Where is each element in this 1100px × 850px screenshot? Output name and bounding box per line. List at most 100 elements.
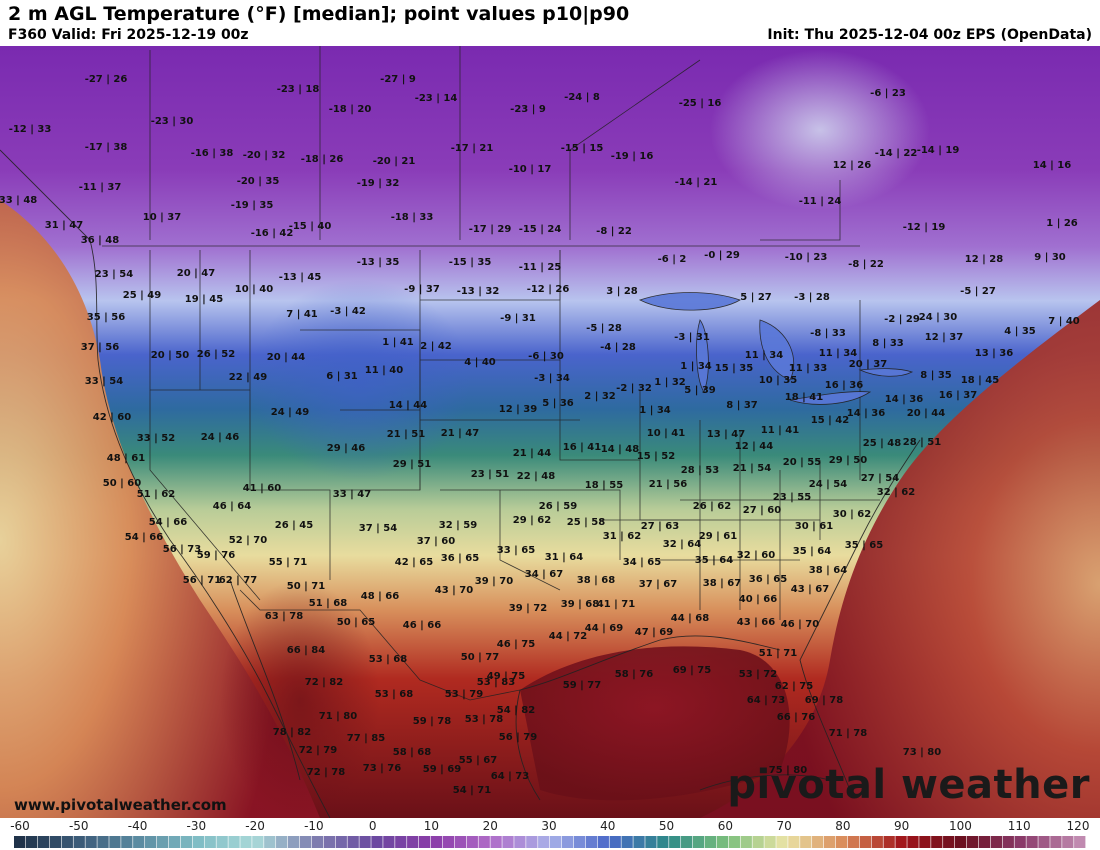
colorbar-segment xyxy=(859,836,871,848)
point-value: 55 | 71 xyxy=(269,557,307,568)
point-value: 66 | 84 xyxy=(287,645,325,656)
colorbar-segment xyxy=(133,836,145,848)
point-value: 11 | 40 xyxy=(365,365,403,376)
point-value: 20 | 44 xyxy=(267,352,305,363)
point-value: -14 | 22 xyxy=(875,148,918,159)
point-value: 36 | 65 xyxy=(441,553,479,564)
point-value: 35 | 64 xyxy=(695,555,733,566)
point-value: 33 | 52 xyxy=(137,433,175,444)
point-value: -19 | 16 xyxy=(611,151,654,162)
point-value: -8 | 22 xyxy=(596,226,632,237)
colorbar-segment xyxy=(1050,836,1062,848)
point-value: 53 | 72 xyxy=(739,669,777,680)
point-value: 37 | 54 xyxy=(359,523,397,534)
colorbar-segment xyxy=(954,836,967,848)
colorbar-strip xyxy=(14,836,1086,848)
point-value: 26 | 45 xyxy=(275,520,313,531)
colorbar-segment xyxy=(145,836,157,848)
point-value: 8 | 35 xyxy=(920,370,952,381)
point-value: 32 | 64 xyxy=(663,539,701,550)
point-value: 24 | 30 xyxy=(919,312,957,323)
point-value: 7 | 41 xyxy=(286,309,318,320)
temperature-map[interactable]: -27 | 26 -23 | 18 -27 | 9 -23 | 14 -18 | 20 -… xyxy=(0,46,1100,818)
colorbar-segment xyxy=(311,836,324,848)
point-value: 46 | 66 xyxy=(403,620,441,631)
colorbar-segment xyxy=(978,836,991,848)
point-value: 53 | 83 xyxy=(477,677,515,688)
point-value: 30 | 62 xyxy=(833,509,871,520)
colorbar-segment xyxy=(514,836,526,848)
point-value: 42 | 60 xyxy=(93,412,131,423)
point-value: 44 | 72 xyxy=(549,631,587,642)
colorbar-segment xyxy=(430,836,443,848)
colorbar-segment xyxy=(395,836,407,848)
colorbar-segment xyxy=(776,836,788,848)
point-value: 54 | 71 xyxy=(453,785,491,796)
point-value: 39 | 72 xyxy=(509,603,547,614)
point-value: 46 | 75 xyxy=(497,639,535,650)
point-value: 59 | 77 xyxy=(563,680,601,691)
point-value: -15 | 40 xyxy=(289,221,332,232)
colorbar-tick-label: -30 xyxy=(186,819,207,833)
colorbar-segment xyxy=(490,836,502,848)
point-value: 9 | 30 xyxy=(1034,252,1066,263)
point-value: 72 | 79 xyxy=(299,745,337,756)
init-time: Init: Thu 2025-12-04 00z EPS (OpenData) xyxy=(767,27,1092,43)
point-value: -12 | 19 xyxy=(903,222,946,233)
mexico-warm-region xyxy=(220,580,380,818)
point-value: 21 | 54 xyxy=(733,463,771,474)
point-value: 20 | 37 xyxy=(849,359,887,370)
colorbar-tick-label: 10 xyxy=(423,819,440,833)
point-value: -13 | 35 xyxy=(357,257,400,268)
point-value: 15 | 52 xyxy=(637,451,675,462)
point-value: -11 | 25 xyxy=(519,262,562,273)
colorbar-segment xyxy=(1038,836,1050,848)
point-value: 29 | 50 xyxy=(829,455,867,466)
colorbar-segment xyxy=(216,836,228,848)
point-value: 11 | 34 xyxy=(819,348,857,359)
point-value: -23 | 9 xyxy=(510,104,546,115)
colorbar-segment xyxy=(812,836,824,848)
point-value: 5 | 39 xyxy=(684,385,716,396)
point-value: 54 | 66 xyxy=(125,532,163,543)
valid-time: F360 Valid: Fri 2025-12-19 00z xyxy=(8,27,249,43)
colorbar-tick-label: 70 xyxy=(776,819,792,833)
pivotal-weather-logo: pivotal weather xyxy=(727,762,1090,808)
colorbar-segment xyxy=(85,836,97,848)
point-value: 7 | 40 xyxy=(1048,316,1080,327)
point-value: 1 | 32 xyxy=(654,377,686,388)
point-value: 25 | 49 xyxy=(123,290,161,301)
point-value: 50 | 77 xyxy=(461,652,499,663)
colorbar-segment xyxy=(1062,836,1074,848)
colorbar-segment xyxy=(585,836,598,848)
point-value: 59 | 69 xyxy=(423,764,461,775)
point-value: -16 | 38 xyxy=(191,148,234,159)
colorbar-segment xyxy=(454,836,467,848)
point-value: 43 | 67 xyxy=(791,584,829,595)
colorbar-segment xyxy=(788,836,800,848)
point-value: 20 | 47 xyxy=(177,268,215,279)
colorbar-segment xyxy=(907,836,919,848)
point-value: 8 | 33 xyxy=(872,338,904,349)
point-value: 58 | 68 xyxy=(393,747,431,758)
point-value: -17 | 21 xyxy=(451,143,494,154)
point-value: 33 | 47 xyxy=(333,489,371,500)
point-value: 37 | 56 xyxy=(81,342,119,353)
point-value: 73 | 76 xyxy=(363,763,401,774)
point-value: 56 | 79 xyxy=(499,732,537,743)
point-value: 21 | 56 xyxy=(649,479,687,490)
point-value: 21 | 51 xyxy=(387,429,425,440)
colorbar-segment xyxy=(716,836,729,848)
point-value: 20 | 44 xyxy=(907,408,945,419)
colorbar-segment xyxy=(621,836,633,848)
point-value: 10 | 37 xyxy=(143,212,181,223)
point-value: -10 | 17 xyxy=(509,164,552,175)
point-value: 56 | 71 xyxy=(183,575,221,586)
point-value: 6 | 31 xyxy=(326,371,358,382)
colorbar-segment xyxy=(1074,836,1086,848)
colorbar-segment xyxy=(990,836,1003,848)
point-value: -18 | 26 xyxy=(301,154,344,165)
point-value: 34 | 65 xyxy=(623,557,661,568)
colorbar-segment xyxy=(526,836,538,848)
point-value: 34 | 67 xyxy=(525,569,563,580)
